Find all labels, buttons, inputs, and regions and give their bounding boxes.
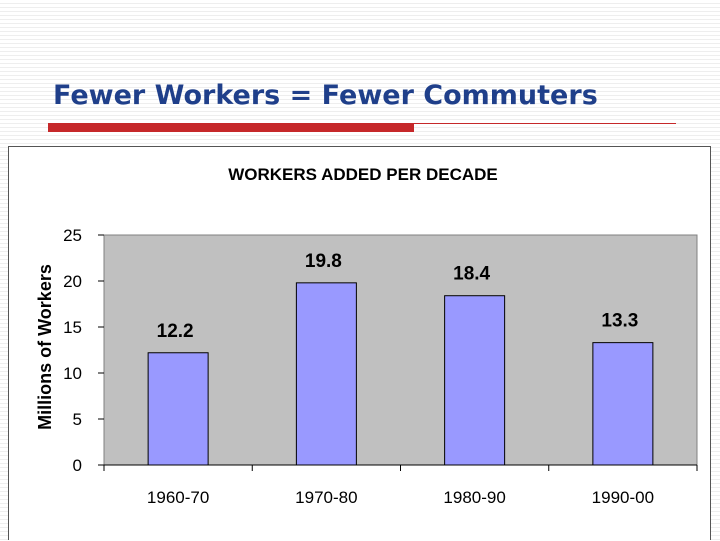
y-axis-label: Millions of Workers xyxy=(35,264,55,430)
y-tick-label: 20 xyxy=(63,272,82,291)
bar-chart: WORKERS ADDED PER DECADE 0 5 10 15 20 25 12.2… xyxy=(35,165,698,507)
y-tick-label: 5 xyxy=(73,410,82,429)
x-tick-label: 1970-80 xyxy=(295,488,357,507)
bars: 12.2 19.8 18.4 13.3 xyxy=(147,251,654,466)
data-label: 12.2 xyxy=(157,321,194,342)
y-tick-label: 25 xyxy=(63,226,82,245)
data-label: 13.3 xyxy=(601,311,638,332)
y-tick-label: 15 xyxy=(63,318,82,337)
title-underline-thin xyxy=(48,123,676,124)
x-tick-label: 1960-70 xyxy=(147,488,209,507)
chart-frame: WORKERS ADDED PER DECADE 0 5 10 15 20 25 12.2… xyxy=(8,146,711,540)
x-tick-label: 1980-90 xyxy=(443,488,505,507)
y-tick-label: 0 xyxy=(73,456,82,475)
y-axis-ticks: 0 5 10 15 20 25 xyxy=(63,226,104,475)
title-underline-accent xyxy=(48,124,414,132)
slide-title: Fewer Workers = Fewer Commuters xyxy=(53,80,598,111)
bar-1960-70 xyxy=(147,352,209,466)
bar-1990-00 xyxy=(592,342,654,466)
data-label: 18.4 xyxy=(453,264,490,285)
bar-1970-80 xyxy=(295,282,357,466)
chart-title: WORKERS ADDED PER DECADE xyxy=(228,165,498,184)
x-tick-label: 1990-00 xyxy=(592,488,654,507)
x-axis-ticks: 1960-70 1970-80 1980-90 1990-00 xyxy=(103,464,698,507)
y-tick-label: 10 xyxy=(63,364,82,383)
bar-1980-90 xyxy=(444,295,506,466)
data-label: 19.8 xyxy=(305,251,342,272)
